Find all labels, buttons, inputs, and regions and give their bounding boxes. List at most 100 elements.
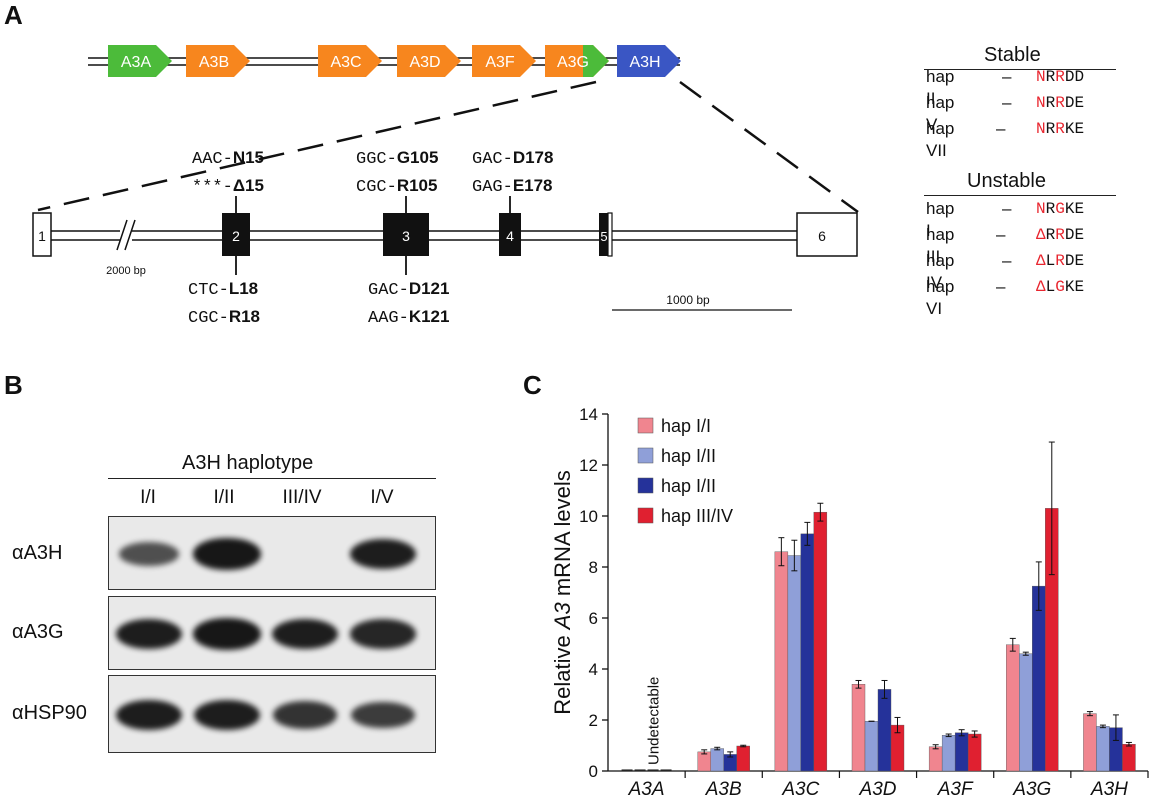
panel-letter-a: A (4, 0, 23, 30)
x-tick-label: A3B (705, 779, 742, 800)
variants-exon2-bottom: CTC-L18 CGC-R18 (188, 279, 260, 328)
blot-header-rule (108, 478, 436, 479)
haplotype-dash: – (1002, 67, 1012, 86)
legend-label: hap I/I (661, 416, 711, 436)
gene-arrow-a3a (108, 45, 172, 77)
haplotype-sequence: ΔLGKE (1036, 278, 1085, 296)
blot-band (273, 701, 337, 729)
y-tick-label: 12 (579, 456, 598, 475)
gene-label: A3C (330, 54, 361, 71)
exon-2-label: 2 (232, 228, 240, 244)
haplotype-dash: – (1002, 199, 1012, 218)
lane-label: III/IV (282, 487, 322, 508)
panel-letter-c: C (523, 370, 542, 400)
gene-arrow-a3b (186, 45, 250, 77)
exon-6-label: 6 (818, 228, 826, 244)
blot-strip-a3g (108, 596, 436, 670)
variants-exon2-top: AAC-N15 ***-Δ15 (192, 148, 264, 197)
x-tick-label: A3G (1012, 779, 1051, 800)
blot-strip-hsp90 (108, 675, 436, 753)
gene-arrow-a3f (472, 45, 536, 77)
gene-arrow-a3h (617, 45, 681, 77)
stable-rule (924, 69, 1116, 70)
bar (941, 735, 956, 772)
exon-1 (32, 212, 52, 257)
gene-arrow-a3c (318, 45, 382, 77)
x-tick-label: A3H (1090, 779, 1128, 800)
bar (710, 748, 724, 772)
zoom-line-left (37, 80, 597, 212)
bar (1096, 726, 1110, 772)
x-tick-label: A3D (859, 779, 897, 800)
gene-label: A3F (485, 54, 515, 71)
legend-swatch (637, 447, 654, 464)
exon-4-label: 4 (506, 228, 514, 244)
gene-label: A3G (557, 54, 589, 71)
blot-band (271, 618, 339, 650)
haplotype-dash: – (1002, 93, 1012, 112)
exon-2 (222, 213, 250, 256)
bar (774, 551, 789, 772)
y-tick-label: 8 (589, 558, 598, 577)
blot-row-label: αA3H (12, 542, 63, 564)
haplotype-name: hap I (926, 199, 955, 240)
blot-header: A3H haplotype (182, 452, 314, 474)
variants-exon3-top: GGC-G105 CGC-R105 (356, 148, 439, 197)
bar (736, 745, 750, 772)
exon-4 (499, 213, 521, 256)
blot-band (115, 699, 183, 731)
exon-1-label: 1 (38, 228, 46, 244)
y-tick-label: 0 (589, 762, 598, 781)
legend-swatch (637, 507, 654, 524)
haplotype-sequence: ΔRRDE (1036, 226, 1085, 244)
bar (1122, 744, 1136, 772)
haplotype-dash: – (1002, 251, 1012, 270)
blot-band (350, 619, 416, 649)
blot-band (349, 538, 417, 570)
bar (800, 533, 815, 772)
undetectable-annotation: Undetectable (646, 677, 663, 765)
haplotype-name: hap II (926, 67, 955, 108)
y-tick-label: 14 (579, 405, 598, 424)
bar (697, 751, 711, 772)
gene-arrow-a3g-tip (583, 45, 609, 77)
x-tick-label: A3A (628, 779, 665, 800)
bar (967, 733, 982, 772)
gene-locus-diagram: A3A A3B A3C A3D A3F A3G A3H 1 2 3 4 5 6 2000 b… (32, 45, 859, 311)
lane-label: I/I (140, 487, 156, 508)
scale-label: 1000 bp (666, 293, 710, 307)
haplotype-name: hap V (926, 93, 955, 134)
haplotype-sequence: NRRDE (1036, 94, 1085, 112)
y-axis-label: Relative A3 mRNA levels (550, 470, 575, 715)
y-tick-label: 6 (589, 609, 598, 628)
panel-letter-b: B (4, 370, 23, 400)
blot-strip-a3h (108, 516, 436, 590)
x-tick-label: A3F (937, 779, 974, 800)
y-tick-label: 4 (589, 660, 598, 679)
break-mark (116, 219, 128, 251)
zoom-line-right (679, 80, 859, 214)
break-mark (124, 219, 136, 251)
gene-arrow-a3d (397, 45, 461, 77)
haplotype-name: hap IV (926, 251, 955, 292)
bar (1083, 713, 1097, 772)
y-tick-label: 10 (579, 507, 598, 526)
haplotype-sequence: NRGKE (1036, 200, 1085, 218)
gene-label: A3D (409, 54, 440, 71)
exon-5 (599, 213, 608, 256)
gene-label: A3B (199, 54, 229, 71)
gene-label: A3H (629, 54, 660, 71)
haplotype-dash: – (996, 119, 1006, 138)
blot-band (115, 618, 183, 650)
unstable-rule (924, 195, 1116, 196)
blot-band (193, 538, 261, 570)
blot-row-label: αHSP90 (12, 702, 87, 724)
haplotype-name: hap VII (926, 119, 955, 160)
bar (864, 721, 879, 772)
bar (1032, 585, 1046, 772)
haplotype-sequence: NRRKE (1036, 120, 1085, 138)
bar (787, 555, 802, 772)
unstable-title: Unstable (967, 170, 1046, 192)
blot-row-label: αA3G (12, 621, 64, 643)
legend-label: hap I/II (661, 446, 716, 466)
